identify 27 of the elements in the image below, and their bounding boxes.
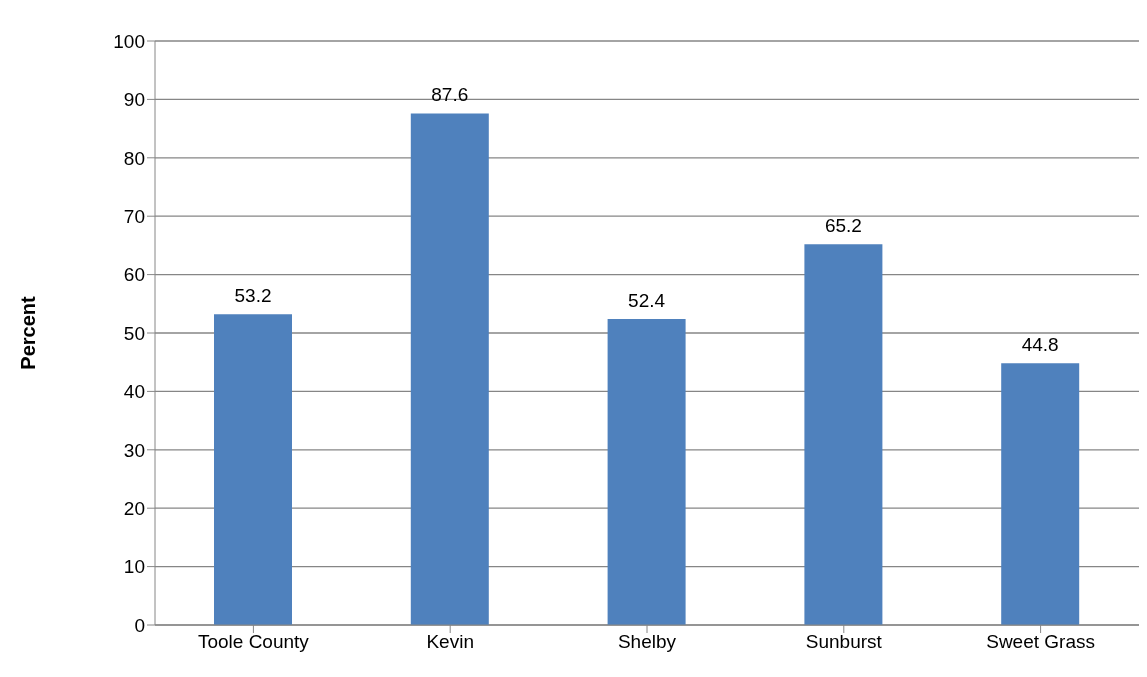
- y-tick-label: 70: [123, 205, 145, 227]
- x-tick-label: Kevin: [426, 631, 474, 653]
- data-label: 87.6: [431, 84, 469, 106]
- y-tick-label: 80: [123, 147, 145, 169]
- y-axis-title: Percent: [17, 295, 40, 370]
- x-tick-label: Shelby: [617, 631, 677, 653]
- bar: [1001, 363, 1080, 625]
- data-label: 53.2: [234, 285, 272, 307]
- x-tick-label: Sunburst: [805, 631, 883, 653]
- y-tick-label: 10: [123, 556, 145, 578]
- x-tick-label: Sweet Grass: [986, 631, 1095, 653]
- y-tick-label: 100: [113, 30, 145, 52]
- y-tick-label: 30: [123, 439, 145, 461]
- bar: [410, 113, 489, 625]
- data-label: 52.4: [628, 289, 666, 311]
- x-tick-label: Toole County: [197, 631, 310, 653]
- y-tick-label: 40: [123, 381, 145, 403]
- bar: [214, 314, 292, 625]
- y-tick-label: 0: [134, 614, 145, 636]
- y-tick-label: 60: [123, 264, 145, 286]
- bar: [607, 318, 686, 625]
- bar: [804, 244, 883, 625]
- y-tick-label: 50: [123, 322, 145, 344]
- y-tick-label: 20: [123, 497, 145, 519]
- data-label: 65.2: [824, 215, 862, 237]
- y-tick-label: 90: [123, 89, 145, 111]
- data-label: 44.8: [1021, 334, 1059, 356]
